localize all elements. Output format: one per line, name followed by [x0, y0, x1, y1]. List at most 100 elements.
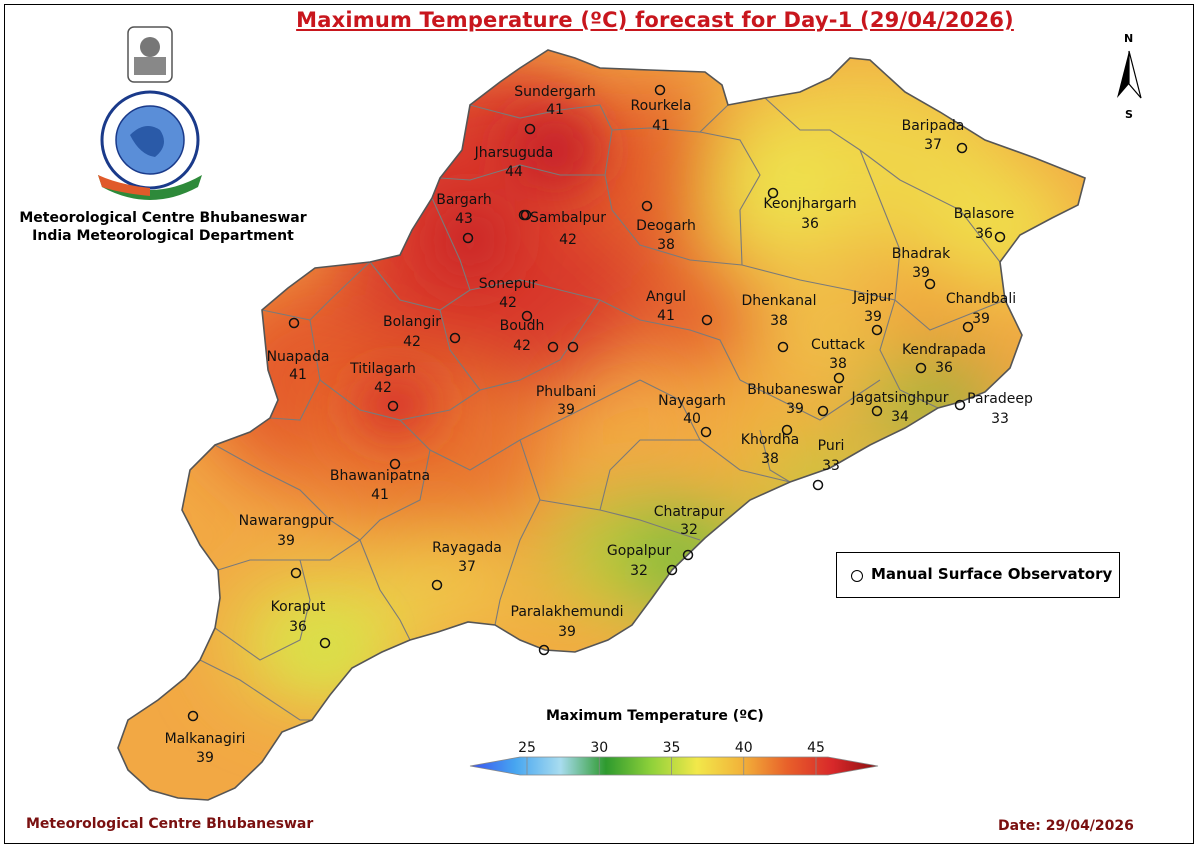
station-marker-phulbani	[567, 341, 579, 353]
station-name-kendrapada: Kendrapada	[902, 342, 986, 358]
station-marker-gopalpur	[666, 564, 678, 576]
station-temp-nawarangpur: 39	[277, 533, 295, 549]
station-marker-chandbali	[962, 321, 974, 333]
station-temp-sonepur: 42	[499, 295, 517, 311]
station-temp-boudh: 42	[513, 338, 531, 354]
station-name-gopalpur: Gopalpur	[607, 543, 672, 559]
station-temp-jharsuguda: 44	[505, 164, 523, 180]
station-name-paradeep: Paradeep	[967, 391, 1033, 407]
imd-emblem	[90, 25, 210, 200]
station-temp-khordha: 38	[761, 451, 779, 467]
station-marker-boudh	[547, 341, 559, 353]
station-marker-koraput	[319, 637, 331, 649]
temperature-field	[118, 50, 1085, 800]
district-boundaries	[199, 97, 1006, 721]
station-temp-sundergarh: 41	[546, 102, 564, 118]
station-name-bolangir: Bolangir	[383, 314, 441, 330]
station-name-balasore: Balasore	[954, 206, 1015, 222]
station-marker-baripada	[956, 142, 968, 154]
station-name-paralakhemundi: Paralakhemundi	[511, 604, 624, 620]
station-marker-bhubaneswar	[817, 405, 829, 417]
station-name-jagatsinghpur: Jagatsinghpur	[851, 390, 949, 406]
station-name-rayagada: Rayagada	[432, 540, 502, 556]
station-name-jajpur: Jajpur	[852, 289, 893, 305]
station-name-sambalpur: Sambalpur	[530, 210, 606, 226]
station-name-bhawanipatna: Bhawanipatna	[330, 468, 430, 484]
station-name-boudh: Boudh	[500, 318, 545, 334]
station-temp-kendrapada: 36	[935, 360, 953, 376]
org-name-line2: India Meteorological Department	[32, 228, 294, 244]
station-marker-bolangir	[449, 332, 461, 344]
station-legend-label: Manual Surface Observatory	[871, 565, 1113, 583]
station-temp-puri: 33	[822, 458, 840, 474]
station-marker-sundergarh	[524, 123, 536, 135]
colorbar-tick-30: 30	[590, 740, 608, 756]
station-temp-baripada: 37	[924, 137, 942, 153]
station-temp-jajpur: 39	[864, 309, 882, 325]
station-marker-jajpur	[871, 324, 883, 336]
station-marker-balasore	[994, 231, 1006, 243]
station-temp-koraput: 36	[289, 619, 307, 635]
station-legend: Manual Surface Observatory	[836, 552, 1120, 598]
station-temp-cuttack: 38	[829, 356, 847, 372]
colorbar-tick-25: 25	[518, 740, 536, 756]
station-marker-sonepur	[521, 310, 533, 322]
north-arrow: N S	[1108, 30, 1152, 130]
station-temp-paralakhemundi: 39	[558, 624, 576, 640]
station-marker-keonjhargarh	[767, 187, 779, 199]
station-temp-bolangir: 42	[403, 334, 421, 350]
org-name-line1: Meteorological Centre Bhubaneswar	[19, 210, 307, 226]
colorbar-title: Maximum Temperature (ºC)	[546, 708, 764, 724]
station-temp-phulbani: 39	[557, 402, 575, 418]
station-temp-paradeep: 33	[991, 411, 1009, 427]
station-marker-nuapada	[288, 317, 300, 329]
north-arrow-icon	[1117, 50, 1142, 99]
station-temp-rourkela: 41	[652, 118, 670, 134]
station-name-sundergarh: Sundergarh	[514, 84, 596, 100]
station-name-bhadrak: Bhadrak	[892, 246, 951, 262]
station-labels: Sundergarh 41 Rourkela 41 Jharsuguda 44 Bargar…	[165, 84, 1033, 766]
colorbar-tick-35: 35	[663, 740, 681, 756]
station-marker-rayagada	[431, 579, 443, 591]
station-marker-sambalpur	[520, 209, 532, 221]
station-name-chatrapur: Chatrapur	[654, 504, 725, 520]
station-temp-nayagarh: 40	[683, 411, 701, 427]
station-name-titilagarh: Titilagarh	[349, 361, 416, 377]
station-temp-bhawanipatna: 41	[371, 487, 389, 503]
station-name-malkanagiri: Malkanagiri	[165, 731, 246, 747]
station-marker-paradeep	[954, 399, 966, 411]
station-name-jharsuguda: Jharsuguda	[474, 145, 554, 161]
station-marker-jagatsinghpur	[871, 405, 883, 417]
station-name-koraput: Koraput	[271, 599, 326, 615]
station-temp-jagatsinghpur: 34	[891, 409, 909, 425]
station-marker-nayagarh	[700, 426, 712, 438]
station-marker-bargarh	[462, 232, 474, 244]
colorbar: 25 30 35 40 45	[469, 740, 879, 776]
station-name-angul: Angul	[646, 289, 686, 305]
station-temp-bargarh: 43	[455, 211, 473, 227]
station-temp-sambalpur: 42	[559, 232, 577, 248]
station-temp-angul: 41	[657, 308, 675, 324]
station-marker-deogarh	[641, 200, 653, 212]
station-temp-deogarh: 38	[657, 237, 675, 253]
colorbar-tick-40: 40	[735, 740, 753, 756]
station-marker-bhadrak	[924, 278, 936, 290]
station-marker-malkanagiri	[187, 710, 199, 722]
station-name-nayagarh: Nayagarh	[658, 393, 726, 409]
station-marker-khordha	[781, 424, 793, 436]
station-name-cuttack: Cuttack	[811, 337, 866, 353]
station-marker-titilagarh	[387, 400, 399, 412]
station-temp-titilagarh: 42	[374, 380, 392, 396]
station-name-keonjhargarh: Keonjhargarh	[763, 196, 856, 212]
station-name-chandbali: Chandbali	[946, 291, 1016, 307]
station-marker-bhawanipatna	[389, 458, 401, 470]
station-temp-rayagada: 37	[458, 559, 476, 575]
station-name-bhubaneswar: Bhubaneswar	[747, 382, 843, 398]
station-marker-rourkela	[654, 84, 666, 96]
station-name-baripada: Baripada	[902, 118, 965, 134]
station-temp-dhenkanal: 38	[770, 313, 788, 329]
station-temp-gopalpur: 32	[630, 563, 648, 579]
station-name-nawarangpur: Nawarangpur	[239, 513, 334, 529]
station-markers	[187, 84, 1006, 722]
